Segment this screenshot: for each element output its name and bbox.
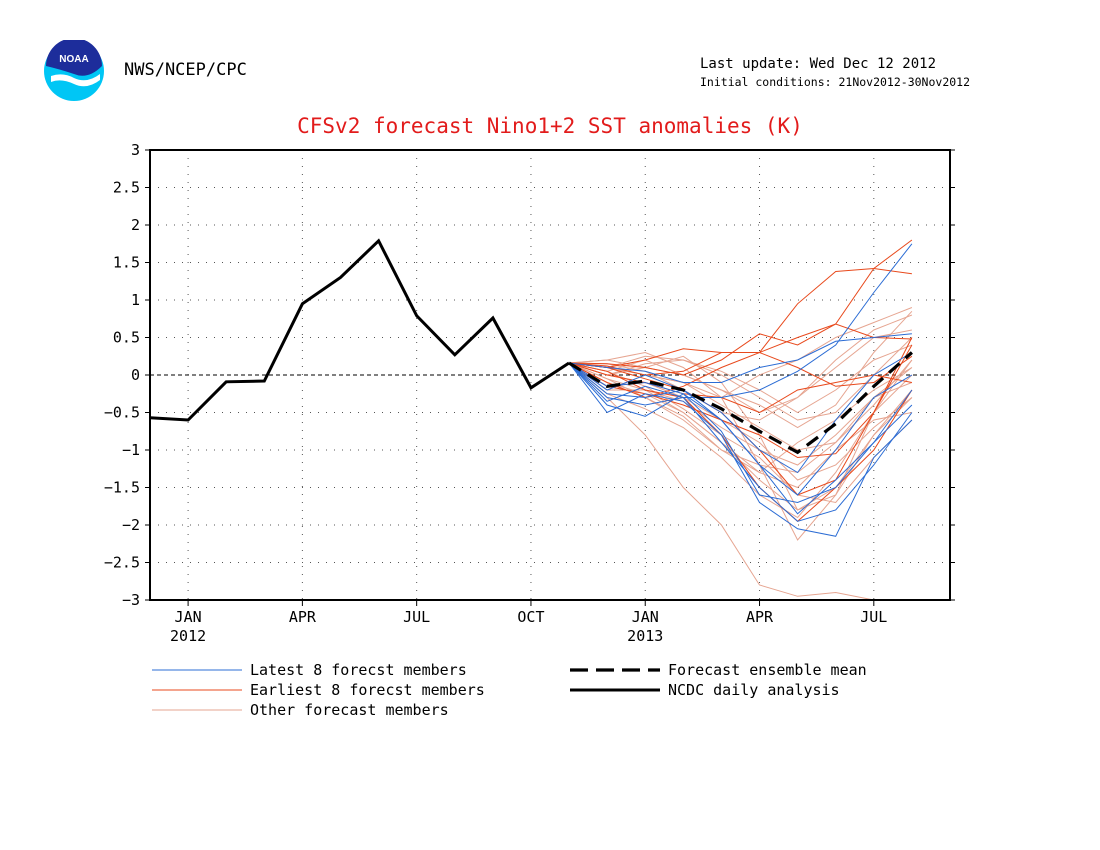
latest-member-line (568, 362, 913, 537)
x-tick-label: JUL (403, 608, 430, 626)
noaa-logo: NOAA (44, 40, 104, 101)
other-member-line (568, 362, 913, 474)
x-tick-label: JUL (860, 608, 887, 626)
earliest-member-line (568, 362, 913, 522)
ensemble-mean-line (568, 351, 913, 455)
x-tick-label: OCT (517, 608, 544, 626)
latest-member-line (568, 352, 913, 474)
y-tick-label: 2 (131, 216, 140, 234)
forecast-member-lines (568, 239, 913, 601)
y-tick-label: −2.5 (104, 554, 140, 572)
x-tick-label: JAN (175, 608, 202, 626)
y-tick-label: −2 (122, 516, 140, 534)
noaa-logo-text: NOAA (59, 54, 88, 65)
initial-conditions-text: Initial conditions: 21Nov2012-30Nov2012 (700, 75, 971, 89)
earliest-member-line (568, 323, 912, 376)
x-year-label: 2012 (170, 627, 206, 645)
earliest-member-line (568, 239, 913, 376)
main-lines (149, 238, 913, 455)
legend-label-latest: Latest 8 forecst members (250, 661, 467, 679)
x-tick-label: APR (746, 608, 774, 626)
legend-label-analysis: NCDC daily analysis (668, 681, 840, 699)
earliest-member-line (568, 362, 912, 414)
latest-member-line (568, 243, 913, 406)
other-member-line (568, 344, 913, 414)
plot-frame (149, 149, 951, 601)
y-tick-label: 0.5 (113, 329, 140, 347)
earliest-member-line (568, 351, 913, 399)
latest-member-line (568, 333, 912, 383)
chart-title: CFSv2 forecast Nino1+2 SST anomalies (K) (297, 114, 803, 138)
legend-label-earliest: Earliest 8 forecst members (250, 681, 485, 699)
y-tick-label: 1 (131, 291, 140, 309)
legend: Latest 8 forecst members Forecast ensembl… (152, 661, 867, 719)
y-tick-label: −1 (122, 441, 140, 459)
x-year-label: 2013 (627, 627, 663, 645)
last-update-text: Last update: Wed Dec 12 2012 (700, 56, 937, 72)
other-member-line (568, 337, 913, 421)
y-tick-label: 3 (131, 141, 140, 159)
latest-member-line (568, 362, 913, 522)
y-tick-label: −3 (122, 591, 140, 609)
y-tick-label: 2.5 (113, 179, 140, 197)
y-tick-label: −1.5 (104, 479, 140, 497)
x-tick-label: JAN (632, 608, 659, 626)
legend-label-other: Other forecast members (250, 701, 449, 719)
organization-label: NWS/NCEP/CPC (124, 60, 247, 80)
y-tick-label: −0.5 (104, 404, 140, 422)
latest-member-line (568, 362, 913, 515)
axes: 32.521.510.50−0.5−1−1.5−2−2.5−3JAN2012AP… (104, 141, 955, 645)
x-tick-label: APR (289, 608, 317, 626)
other-member-line (568, 362, 912, 601)
y-tick-label: 0 (131, 366, 140, 384)
y-tick-label: 1.5 (113, 254, 140, 272)
latest-member-line (568, 362, 913, 504)
ncdc-analysis-line (149, 238, 570, 422)
legend-label-mean: Forecast ensemble mean (668, 661, 867, 679)
